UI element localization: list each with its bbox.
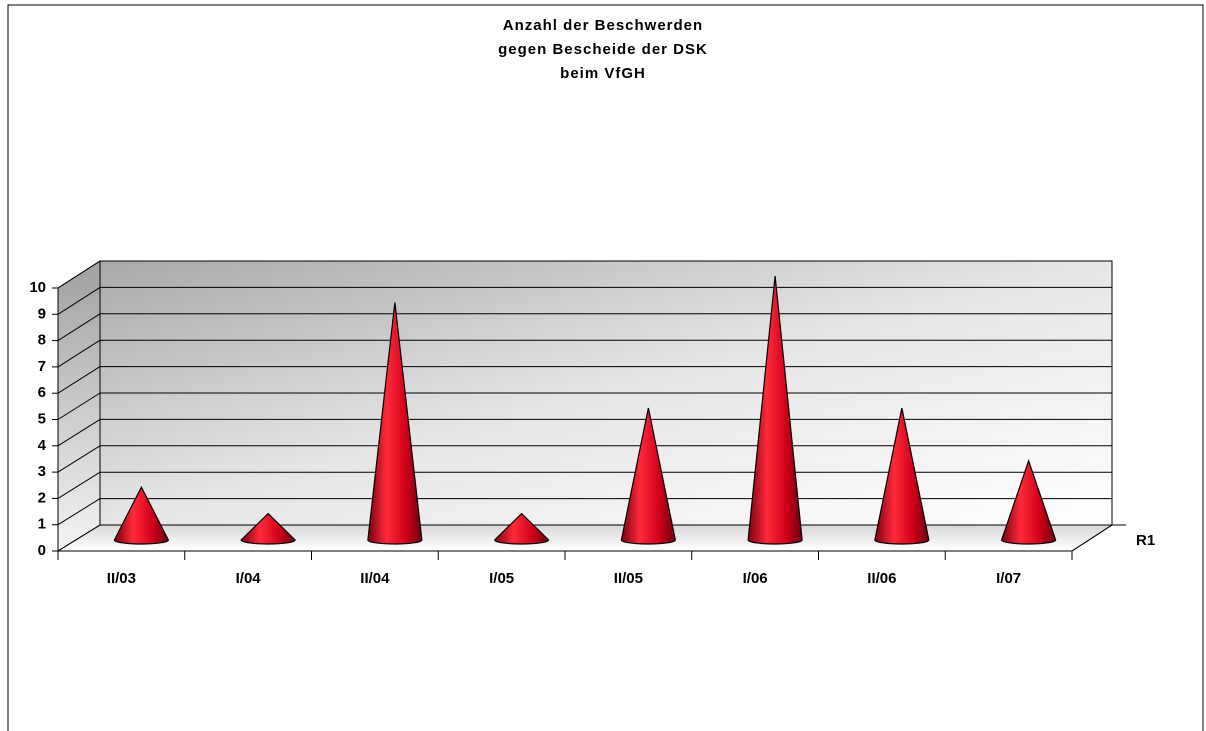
y-tick-label: 3: [38, 463, 46, 480]
x-tick-label: I/06: [743, 570, 768, 587]
grid-line: [57, 339, 101, 368]
cone: [494, 512, 550, 545]
y-tick-label: 10: [29, 279, 46, 296]
y-tick-label: 2: [38, 489, 46, 506]
x-tick-label: I/04: [236, 570, 262, 587]
frame: [7, 4, 1204, 731]
grid-line: [57, 392, 101, 420]
cone: [240, 512, 296, 545]
grid-line: [57, 445, 101, 473]
cone: [747, 275, 803, 545]
y-tick-label: 7: [38, 358, 46, 375]
floor: [56, 524, 1114, 552]
chart-title: beim VfGH: [560, 65, 646, 82]
depth-axis: [1071, 524, 1113, 552]
title: Anzahl der Beschwerden gegen Bescheide de…: [498, 17, 708, 82]
grid-line: [57, 498, 101, 526]
x-tick-label: II/05: [614, 570, 643, 587]
y-tick-label: 6: [38, 384, 46, 401]
cone: [620, 407, 676, 545]
y-tick-label: 8: [38, 332, 46, 349]
x-tick-label: I/07: [996, 570, 1021, 587]
x-tick-label: II/06: [867, 570, 896, 587]
x-tick-label: I/05: [489, 570, 514, 587]
grid-line: [57, 313, 101, 342]
cone: [1001, 458, 1057, 545]
y-tick-label: 9: [38, 305, 46, 322]
y-tick-label: 1: [38, 516, 46, 533]
y-tick-label: 4: [38, 437, 47, 454]
y-tick-label: 5: [38, 410, 46, 427]
chart-title: gegen Bescheide der DSK: [498, 41, 708, 58]
cone: [874, 407, 930, 545]
cone: [367, 302, 423, 545]
y-tick-label: 0: [38, 542, 46, 559]
grid-line: [57, 418, 101, 447]
grid-line: [57, 471, 101, 499]
grid-line: [57, 524, 101, 552]
grid-line: [57, 286, 101, 315]
grid-line: [57, 260, 101, 289]
series-label: R1: [1136, 532, 1155, 549]
x-tick-label: II/04: [360, 570, 390, 587]
cone: [113, 485, 169, 545]
x-tick-label: II/03: [107, 570, 136, 587]
grid-line: [57, 366, 101, 394]
chart-title: Anzahl der Beschwerden: [503, 17, 703, 34]
